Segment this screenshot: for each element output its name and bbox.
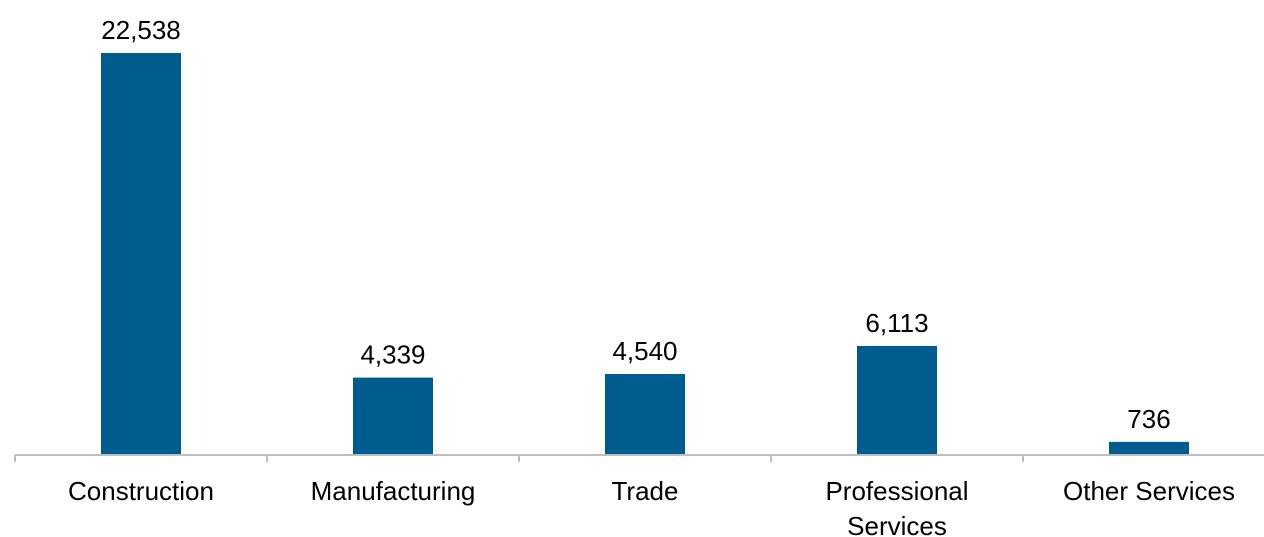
category-label: Other Services <box>1063 476 1235 506</box>
category-label-line: Construction <box>68 476 214 506</box>
category-label: Manufacturing <box>311 476 476 506</box>
data-label: 4,339 <box>360 340 425 370</box>
category-label: Trade <box>612 476 679 506</box>
bar <box>857 345 937 455</box>
bar <box>101 53 181 455</box>
category-label-line: Trade <box>612 476 679 506</box>
bars-group <box>101 53 1189 455</box>
bar <box>353 377 433 455</box>
category-label-line: Manufacturing <box>311 476 476 506</box>
category-label: Professional Services <box>825 476 968 537</box>
data-labels-group: 22,538 4,339 4,540 6,113 736 <box>101 15 1170 434</box>
data-label: 736 <box>1127 404 1170 434</box>
category-label-line: Services <box>847 511 947 537</box>
bar <box>605 374 685 455</box>
bar <box>1109 441 1189 455</box>
category-label-line: Professional <box>825 476 968 506</box>
category-label: Construction <box>68 476 214 506</box>
category-label-line: Other Services <box>1063 476 1235 506</box>
data-label: 4,540 <box>612 336 677 366</box>
data-label: 6,113 <box>865 308 928 338</box>
category-labels-group: Construction Manufacturing Trade Profession… <box>68 476 1235 537</box>
data-label: 22,538 <box>101 15 181 45</box>
x-axis <box>14 454 1264 462</box>
